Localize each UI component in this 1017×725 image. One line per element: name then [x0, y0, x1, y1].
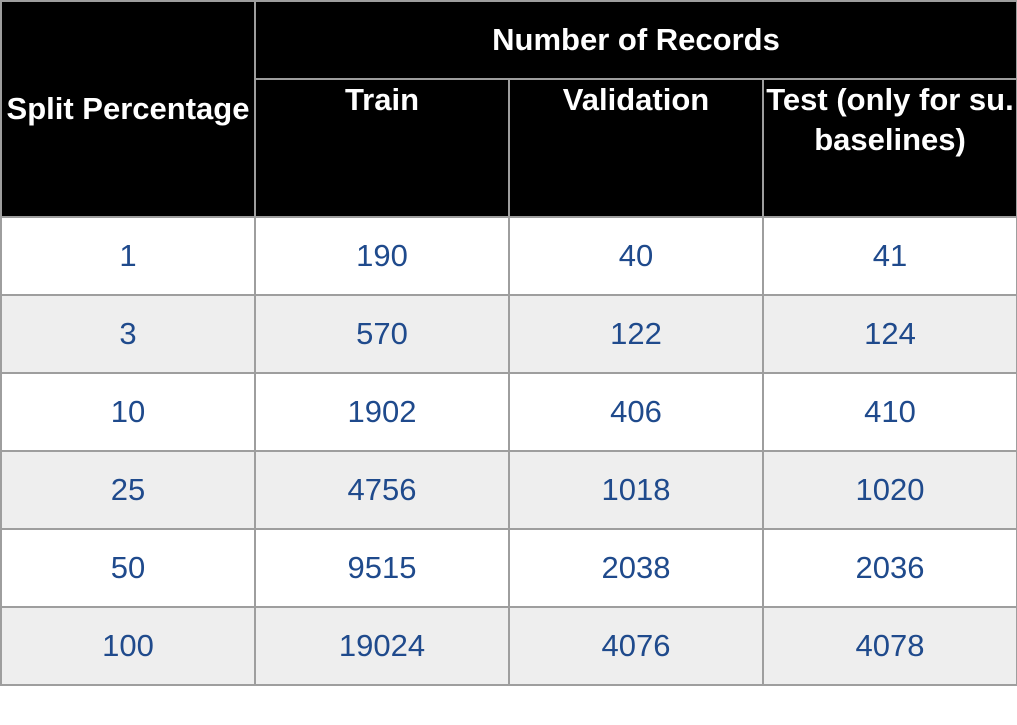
table-row: 1 190 40 41 [0, 216, 1017, 296]
cell-train: 4756 [254, 450, 510, 530]
cell-train: 9515 [254, 528, 510, 608]
cell-validation: 4076 [508, 606, 764, 686]
header-train: Train [254, 78, 510, 218]
cell-validation: 2038 [508, 528, 764, 608]
cell-validation: 1018 [508, 450, 764, 530]
cell-split: 10 [0, 372, 256, 452]
table-row: 10 1902 406 410 [0, 372, 1017, 452]
cell-validation: 40 [508, 216, 764, 296]
cell-test: 2036 [761, 528, 1017, 608]
cell-test: 41 [761, 216, 1017, 296]
cell-train: 1902 [254, 372, 510, 452]
cell-test: 1020 [761, 450, 1017, 530]
cell-validation: 406 [508, 372, 764, 452]
cell-train: 190 [254, 216, 510, 296]
header-row-bottom: Train Validation Test (only for su. base… [1, 78, 1017, 218]
cell-train: 570 [254, 294, 510, 374]
cell-test: 4078 [761, 606, 1017, 686]
header-test: Test (only for su. baselines) [761, 78, 1017, 218]
cell-split: 3 [0, 294, 256, 374]
cell-split: 25 [0, 450, 256, 530]
header-row-top: Split Percentage Number of Records [0, 0, 1017, 218]
cell-validation: 122 [508, 294, 764, 374]
table-row: 100 19024 4076 4078 [0, 606, 1017, 686]
cell-train: 19024 [254, 606, 510, 686]
table-row: 25 4756 1018 1020 [0, 450, 1017, 530]
table-row: 3 570 122 124 [0, 294, 1017, 374]
header-split-percentage: Split Percentage [0, 0, 256, 218]
cell-split: 100 [0, 606, 256, 686]
cell-split: 1 [0, 216, 256, 296]
cell-test: 124 [761, 294, 1017, 374]
table-row: 50 9515 2038 2036 [0, 528, 1017, 608]
header-validation: Validation [508, 78, 764, 218]
header-number-of-records: Number of Records [253, 0, 1017, 80]
records-table: Split Percentage Number of Records Train… [0, 0, 1017, 686]
cell-test: 410 [761, 372, 1017, 452]
cell-split: 50 [0, 528, 256, 608]
